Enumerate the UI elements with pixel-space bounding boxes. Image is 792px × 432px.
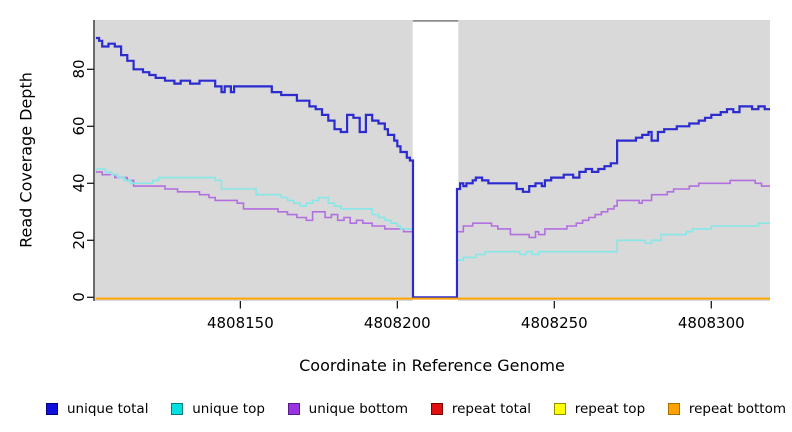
masked-region [412, 20, 459, 301]
y-tick-label: 40 [70, 173, 88, 193]
legend-label: repeat total [451, 401, 531, 417]
series-unique-bottom-line [95, 171, 770, 299]
legend-label: unique total [67, 401, 149, 417]
legend-label: repeat top [574, 401, 646, 417]
legend-item-repeat-top: repeat top [553, 401, 646, 417]
unique-bottom-swatch-icon [287, 403, 300, 415]
unique-total-swatch-icon [46, 403, 58, 415]
legend-item-unique-top: unique top [171, 401, 265, 417]
y-tick-label: 20 [70, 230, 88, 250]
x-tick-label: 4808200 [363, 314, 431, 332]
series-unique-total-line [95, 36, 770, 299]
legend-item-repeat-bottom: repeat bottom [667, 401, 786, 417]
legend-item-unique-bottom: unique bottom [287, 401, 409, 417]
x-tick-label: 4808250 [520, 314, 588, 332]
legend-label: unique bottom [308, 401, 409, 417]
y-tick-label: 0 [70, 292, 88, 303]
repeat-top-swatch-icon [553, 403, 566, 415]
repeat-bottom-swatch-icon [667, 403, 680, 415]
x-axis-title: Coordinate in Reference Genome [299, 356, 565, 375]
series-unique-top-line [95, 168, 770, 299]
x-tick-label: 4808150 [206, 314, 274, 332]
y-tick-label: 60 [70, 116, 88, 136]
repeat-total-swatch-icon [430, 403, 443, 415]
legend-label: repeat bottom [688, 401, 786, 417]
y-tick-label: 80 [70, 59, 88, 79]
y-axis-title: Read Coverage Depth [16, 72, 36, 248]
legend-item-unique-total: unique total [46, 401, 148, 417]
legend: unique total unique top unique bottom re… [46, 397, 786, 421]
legend-item-repeat-total: repeat total [430, 401, 531, 417]
unique-top-swatch-icon [171, 403, 184, 415]
legend-label: unique top [192, 401, 265, 417]
x-tick-label: 4808300 [677, 314, 745, 332]
